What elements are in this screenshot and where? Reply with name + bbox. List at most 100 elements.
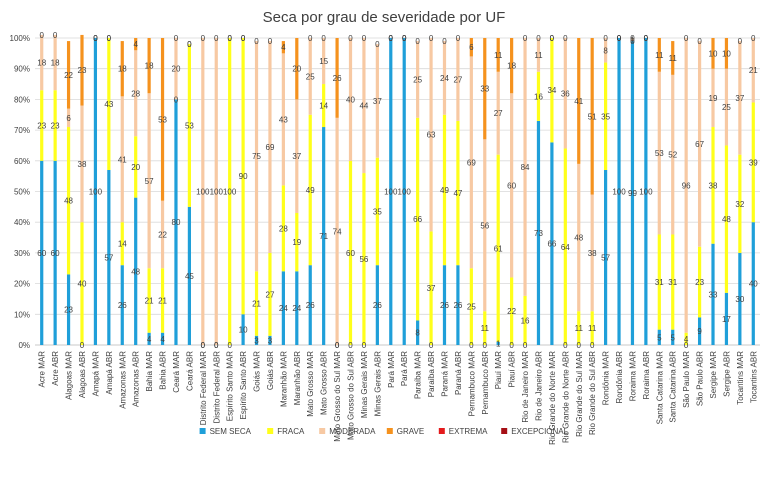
data-label: 60 [37, 249, 46, 258]
bar-segment [469, 56, 473, 269]
data-label: 0 [644, 34, 649, 43]
x-category-label: Santa Catarina ABR [669, 351, 678, 423]
bar-segment [254, 271, 259, 336]
data-label: 0 [603, 34, 608, 43]
data-label: 3 [254, 336, 259, 345]
bar-segment [335, 38, 339, 118]
data-label: 0 [389, 34, 394, 43]
bar-segment [697, 317, 702, 345]
bar-segment [268, 252, 272, 336]
y-tick-label: 30% [14, 249, 30, 258]
bar-segment [362, 173, 366, 345]
data-label: 90 [239, 172, 248, 181]
data-label: 0 [402, 34, 407, 43]
y-tick-label: 90% [14, 65, 30, 74]
bar-segment [416, 320, 420, 345]
data-label: 53 [185, 121, 194, 130]
bar-segment [483, 38, 487, 140]
legend-swatch [319, 428, 326, 434]
bar-segment [228, 38, 232, 345]
bar-segment [604, 62, 608, 171]
bar-segment [590, 194, 594, 312]
data-label: 0 [335, 341, 340, 350]
data-label: 14 [319, 102, 328, 111]
data-label: 3 [268, 336, 273, 345]
data-label: 0 [563, 34, 568, 43]
bar-segment [160, 268, 165, 333]
data-label: 10 [709, 49, 718, 58]
data-label: 48 [64, 197, 73, 206]
data-label: 60 [51, 249, 60, 258]
data-label: 19 [709, 94, 718, 103]
data-label: 38 [78, 160, 87, 169]
data-label: 0 [429, 341, 434, 350]
x-category-label: Rio Grande do Norte MAR [548, 351, 557, 445]
x-category-label: Maranhão MAR [279, 351, 288, 407]
data-label: 0 [93, 34, 98, 43]
data-label: 17 [722, 315, 731, 324]
x-category-label: Minas Gerais MAR [360, 351, 369, 418]
x-category-label: Acre MAR [38, 351, 47, 388]
bar-segment [536, 38, 541, 72]
legend-item: EXTREMA [438, 427, 488, 436]
x-category-label: Rio Grande do Sul ABR [588, 351, 597, 435]
data-label: 26 [373, 301, 382, 310]
data-label: 45 [185, 272, 194, 281]
bar-segment [657, 329, 661, 345]
data-label: 18 [37, 59, 46, 68]
data-label: 0 [563, 341, 568, 350]
data-label: 48 [131, 267, 140, 276]
x-category-label: São Paulo ABR [696, 351, 705, 406]
data-label: 0 [348, 341, 353, 350]
bar-segment [375, 157, 379, 266]
data-label: 99 [628, 189, 637, 198]
bar-segment [630, 41, 635, 345]
data-label: 1 [630, 36, 635, 45]
data-label: 21 [749, 66, 758, 75]
x-category-label: Sergipe ABR [722, 351, 731, 397]
data-label: 0 [53, 31, 58, 40]
bar-segment [751, 222, 755, 345]
x-category-label: Mato Grosso do Sul MAR [333, 351, 342, 442]
bar-segment [590, 311, 594, 345]
data-label: 0 [321, 34, 326, 43]
gridlines [35, 37, 760, 346]
bar-segment [416, 117, 420, 321]
legend-item: SEM SECA [199, 427, 252, 436]
bar-segment [671, 329, 675, 345]
bar-segment [93, 38, 98, 345]
data-label: 5 [657, 333, 662, 342]
data-label: 28 [131, 89, 140, 98]
data-label: 23 [78, 66, 87, 75]
data-label: 11 [669, 54, 678, 63]
data-label: 23 [695, 278, 704, 287]
data-label: 73 [534, 229, 543, 238]
data-label: 24 [292, 304, 301, 313]
x-category-label: Goiás MAR [253, 351, 262, 392]
x-category-label: Alagoas ABR [78, 351, 87, 398]
data-label: 21 [145, 296, 154, 305]
data-label: 37 [427, 284, 436, 293]
data-label: 100 [398, 188, 412, 197]
data-label: 18 [118, 65, 127, 74]
data-label: 31 [668, 278, 677, 287]
bar-segment [40, 90, 44, 161]
data-label: 4 [160, 335, 165, 344]
x-category-label: Pernambuco MAR [467, 351, 476, 417]
bar-segment [510, 277, 514, 345]
data-label: 26 [306, 301, 315, 310]
y-tick-label: 10% [14, 310, 30, 319]
bar-segment [724, 38, 729, 69]
data-label: 31 [655, 278, 664, 287]
bar-segment [751, 38, 755, 103]
x-category-label: Mato Grosso do Sul ABR [347, 351, 356, 440]
bar-segment [348, 38, 353, 161]
data-label: 48 [722, 215, 731, 224]
data-label: 0 [174, 34, 179, 43]
data-label: 0 [362, 34, 367, 43]
data-label: 38 [709, 181, 718, 190]
data-label: 69 [266, 143, 275, 152]
data-label: 69 [467, 158, 476, 167]
data-label: 40 [346, 95, 355, 104]
data-label: 0 [241, 34, 246, 43]
